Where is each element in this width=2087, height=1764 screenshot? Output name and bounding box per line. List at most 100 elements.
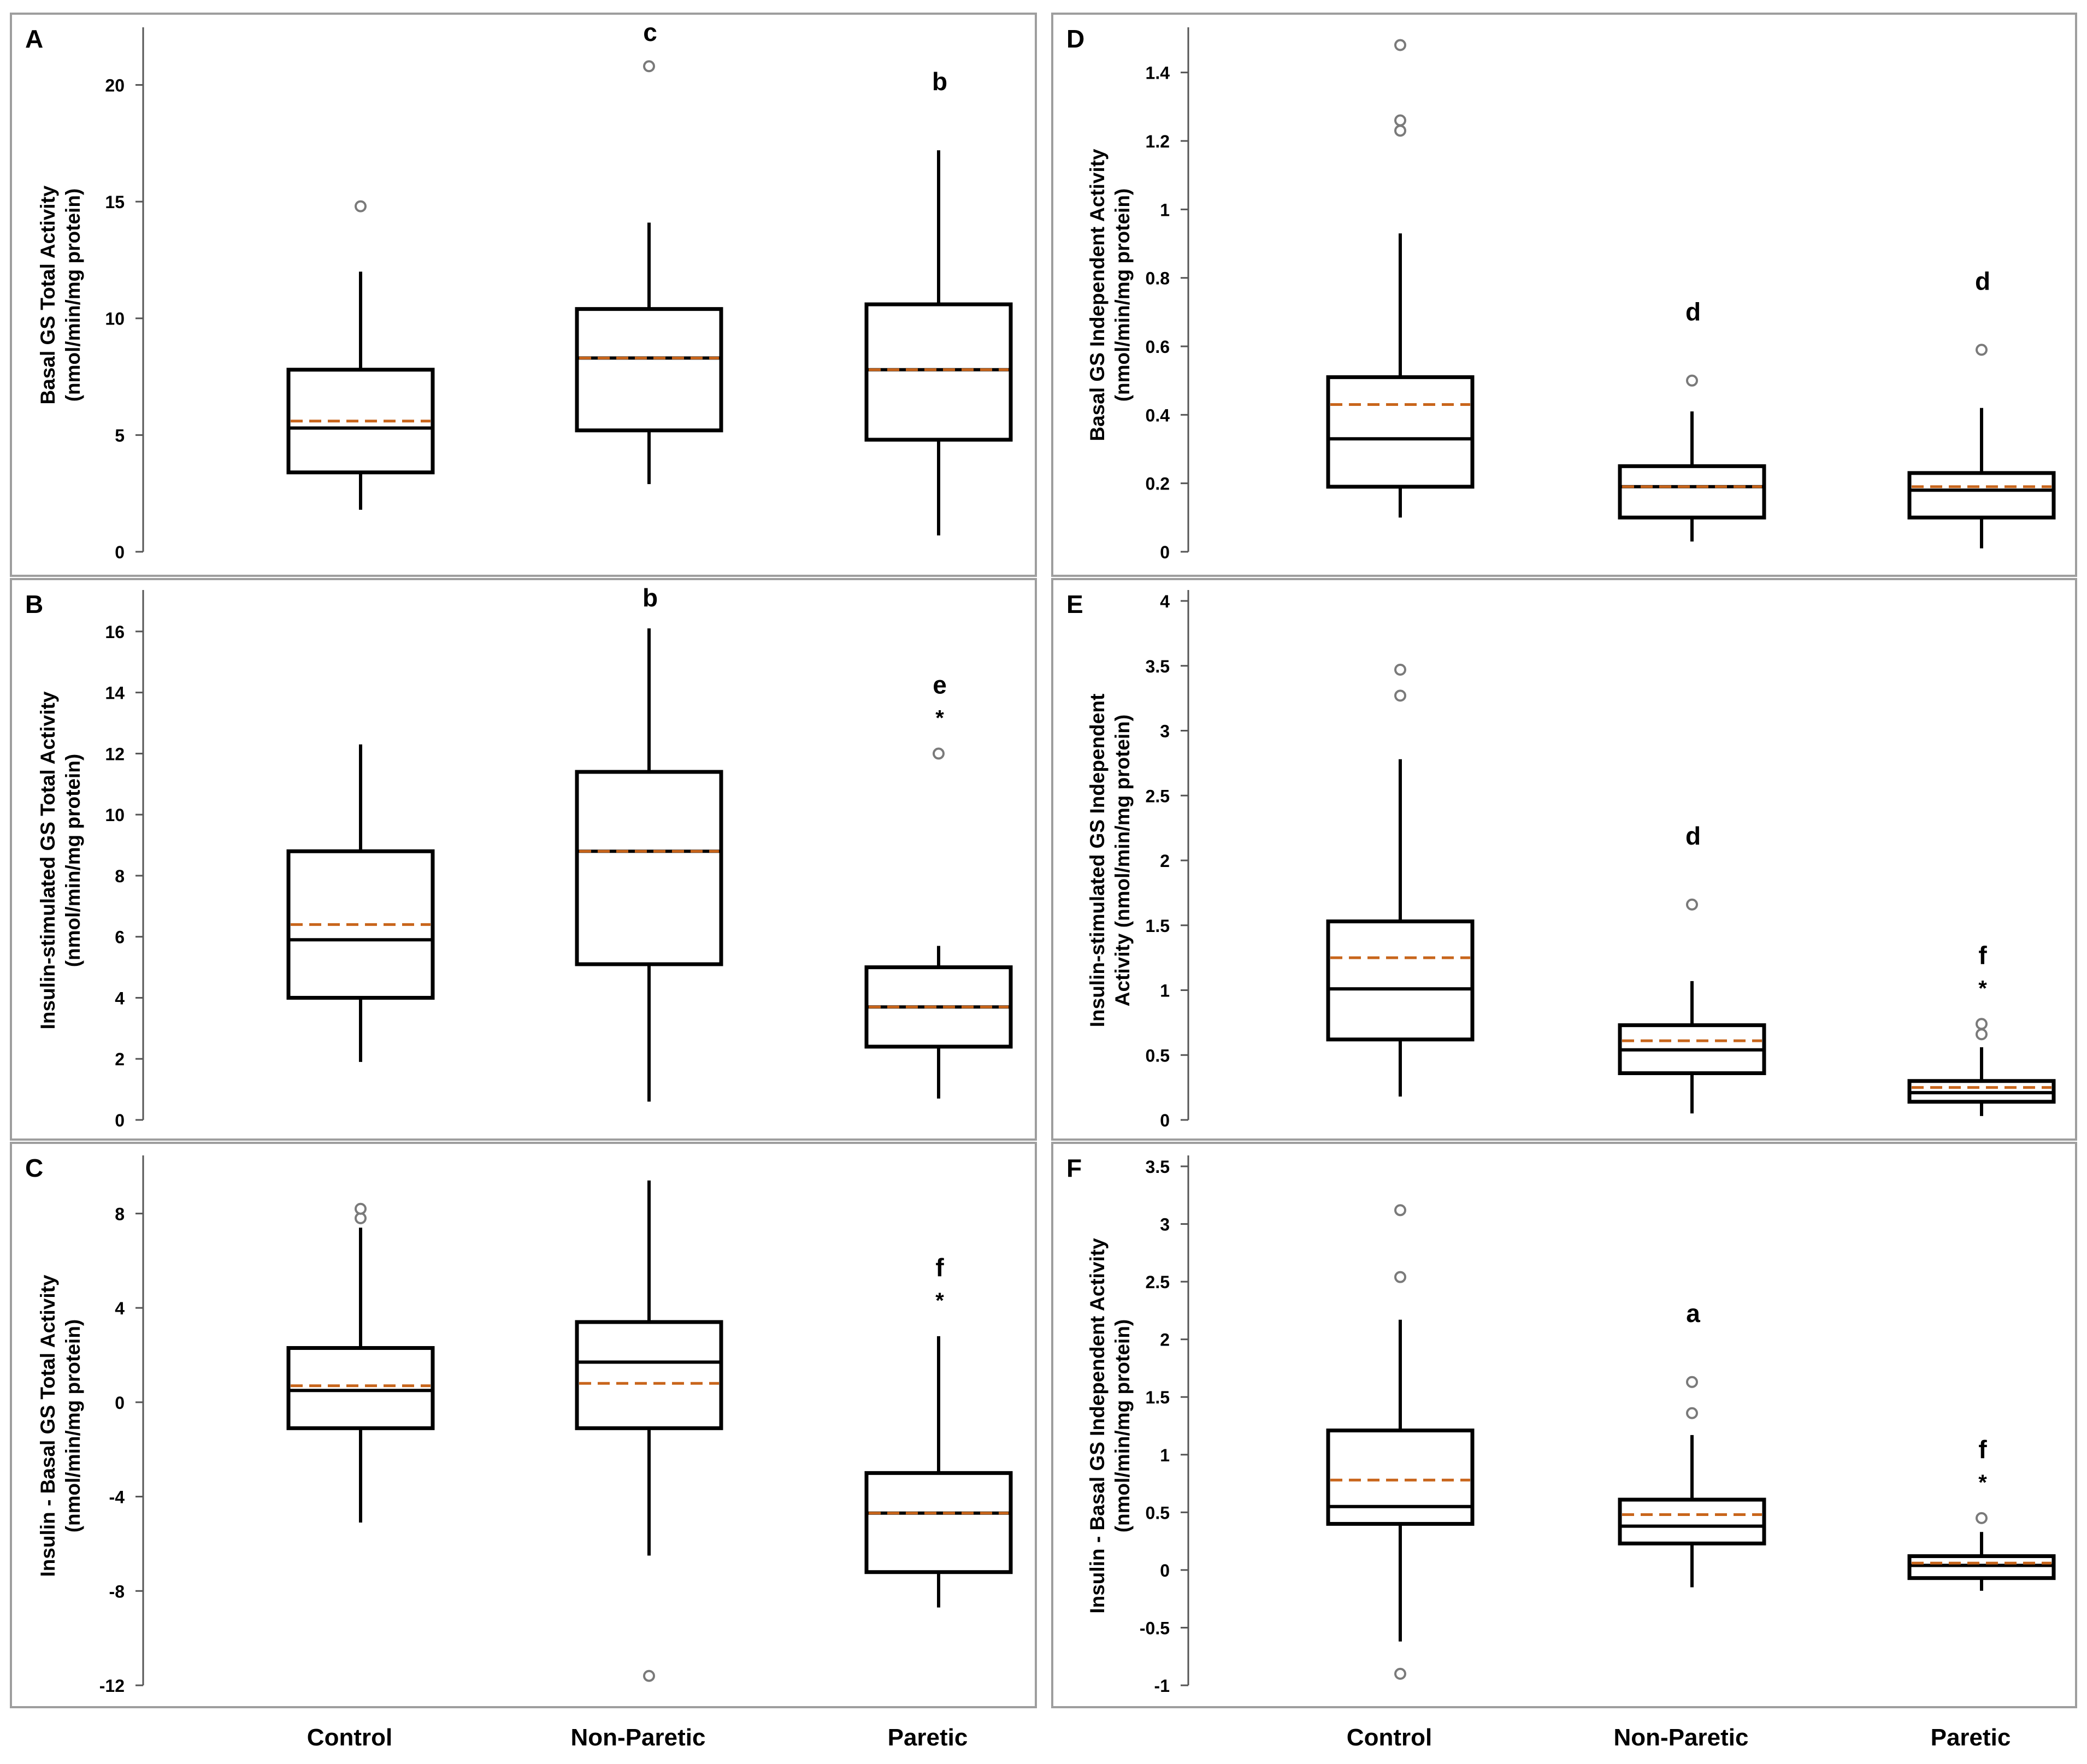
panel-label: C <box>25 1154 43 1182</box>
y-tick-label: 20 <box>105 75 125 95</box>
significance-letter: b <box>642 583 658 612</box>
box-non-paretic: b <box>575 583 723 1102</box>
y-tick-label: 1.4 <box>1146 63 1170 83</box>
x-group-label: Non-Paretic <box>571 1724 706 1751</box>
panel-border <box>10 1142 1037 1708</box>
panel-c: C -12 -8 -4 0 4 8 Insulin - Basal GS Total Acti… <box>10 1142 1037 1708</box>
outlier-point <box>1686 1407 1698 1419</box>
outlier-point <box>1686 1376 1698 1388</box>
outlier-point <box>643 60 655 73</box>
y-axis-title-line: (nmol/min/mg protein) <box>1111 188 1134 402</box>
y-tick-label: 0.2 <box>1146 474 1170 494</box>
significance-letter: f <box>1978 1435 1987 1464</box>
outlier-point <box>1976 1018 1988 1030</box>
y-axis-title-line: Insulin-stimulated GS Independent <box>1086 694 1109 1028</box>
panel-label: D <box>1066 25 1084 53</box>
box-non-paretic: a <box>1618 1299 1766 1588</box>
y-tick-label: 1 <box>1160 200 1170 220</box>
significance-letter: e <box>933 670 947 699</box>
box-paretic: f* <box>1907 941 2056 1116</box>
x-axis-group-labels: Control Non-Paretic Paretic Control Non-Pare… <box>307 1724 2011 1751</box>
y-tick-label: 4 <box>1160 592 1170 611</box>
iqr-box <box>286 1346 435 1430</box>
iqr-box <box>864 302 1013 442</box>
panel-e: E 0 0.5 1 1.5 2 2.5 3 3.5 4 Insulin-stimulated GS … <box>1051 578 2077 1141</box>
outlier-point <box>355 200 367 213</box>
panel-border <box>10 13 1037 577</box>
y-tick-label: 0 <box>1160 1561 1170 1580</box>
outlier-point <box>933 747 945 760</box>
y-tick-label: -8 <box>109 1582 125 1601</box>
significance-letter: d <box>1685 822 1701 850</box>
outlier-point <box>1394 39 1406 51</box>
y-axis-title-line: Basal GS Total Activity <box>37 185 59 404</box>
iqr-box <box>1326 1428 1475 1526</box>
y-tick-label: 0.8 <box>1146 269 1170 288</box>
iqr-box <box>1907 1554 2056 1580</box>
iqr-box <box>1326 375 1475 489</box>
significance-letter: f <box>935 1253 944 1282</box>
y-axis-title-line: (nmol/min/mg protein) <box>62 188 84 402</box>
y-tick-label: 8 <box>115 1204 125 1224</box>
outlier-point <box>1394 125 1406 137</box>
y-tick-label: 12 <box>105 744 125 764</box>
y-tick-label: 8 <box>115 866 125 886</box>
y-tick-label: 0 <box>115 1111 125 1130</box>
x-group-label: Control <box>307 1724 392 1751</box>
y-axis-title-line: Insulin - Basal GS Independent Activity <box>1086 1238 1109 1614</box>
y-axis-title: Insulin-stimulated GS Total Activity (nmo… <box>37 691 84 1029</box>
y-axis-title-line: Insulin-stimulated GS Total Activity <box>37 691 59 1029</box>
outlier-point <box>1394 689 1406 702</box>
y-axis-title-line: (nmol/min/mg protein) <box>62 1319 84 1533</box>
significance-letter: d <box>1975 267 1990 295</box>
iqr-box <box>1618 1497 1766 1545</box>
outlier-point <box>643 1669 655 1682</box>
y-tick-label: -4 <box>109 1488 125 1507</box>
box-paretic: d <box>1907 267 2056 548</box>
y-axis-title-line: Basal GS Independent Activity <box>1086 149 1109 441</box>
y-tick-label: 2 <box>1160 851 1170 871</box>
y-tick-label: 3.5 <box>1146 657 1170 676</box>
panel-f: F -1 -0.5 0 0.5 1 1.5 2 2.5 3 3.5 Insulin - Basal G… <box>1051 1142 2077 1708</box>
panel-label: F <box>1066 1154 1082 1182</box>
y-axis-title: Basal GS Independent Activity (nmol/min/m… <box>1086 149 1134 441</box>
y-tick-label: 1.5 <box>1146 1388 1170 1407</box>
x-group-label: Control <box>1347 1724 1432 1751</box>
y-tick-label: 2.5 <box>1146 1272 1170 1292</box>
y-tick-label: 0.5 <box>1146 1503 1170 1523</box>
outlier-point <box>1686 374 1698 387</box>
iqr-box <box>1907 471 2056 520</box>
y-tick-label: 3 <box>1160 1215 1170 1235</box>
significance-letter: b <box>932 67 947 96</box>
y-tick-label: 14 <box>105 683 125 703</box>
y-tick-label: 0 <box>115 1393 125 1413</box>
iqr-box <box>575 1320 723 1430</box>
box-paretic: f* <box>1907 1435 2056 1591</box>
y-axis-title-line: (nmol/min/mg protein) <box>1111 1319 1134 1533</box>
y-tick-label: 0 <box>1160 542 1170 562</box>
y-axis-title: Insulin-stimulated GS Independent Activit… <box>1086 694 1134 1028</box>
y-tick-label: 0.4 <box>1146 405 1170 425</box>
box-paretic: e* <box>864 670 1013 1099</box>
y-tick-label: 1 <box>1160 1446 1170 1465</box>
panel-label: E <box>1066 590 1083 618</box>
outlier-point <box>1394 1204 1406 1217</box>
outlier-point <box>1686 898 1698 911</box>
y-tick-label: -0.5 <box>1140 1618 1170 1638</box>
x-group-label: Non-Paretic <box>1614 1724 1749 1751</box>
outlier-point <box>1394 1271 1406 1283</box>
iqr-box <box>575 307 723 433</box>
significance-letter: d <box>1685 298 1701 326</box>
y-tick-label: 0 <box>115 542 125 562</box>
iqr-box <box>864 1471 1013 1574</box>
y-tick-label: 4 <box>115 1299 125 1318</box>
y-tick-label: -1 <box>1154 1676 1170 1696</box>
panel-b: B 0 2 4 6 8 10 12 14 16 Insulin-stimulated GS Tota… <box>10 578 1037 1141</box>
box-paretic: b <box>864 67 1013 536</box>
significance-star: * <box>935 1289 944 1313</box>
x-group-label: Paretic <box>1931 1724 2011 1751</box>
box-control <box>286 200 435 510</box>
y-axis-title-line: Insulin - Basal GS Total Activity <box>37 1275 59 1577</box>
significance-letter: a <box>1686 1299 1700 1328</box>
